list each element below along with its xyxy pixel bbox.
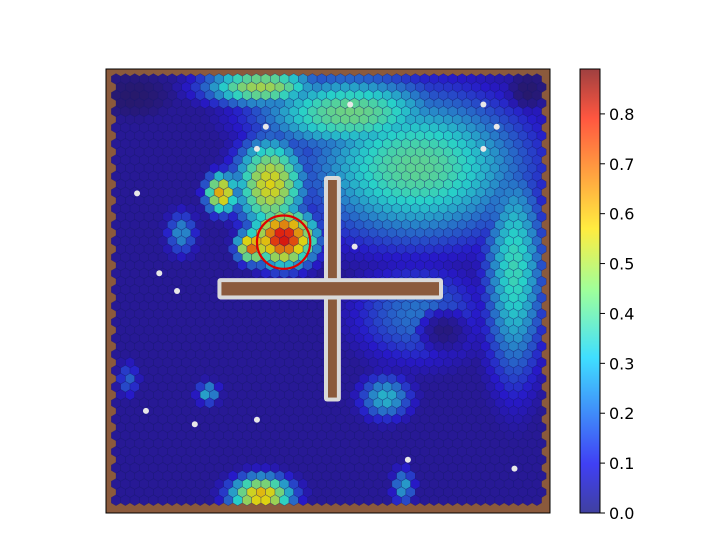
hex-cell [419, 494, 430, 506]
hex-cell [400, 494, 411, 506]
hex-cell [242, 494, 252, 506]
colorbar-ticks: 0.0 0.1 0.2 0.3 0.4 0.5 0.6 0.7 0.8 [600, 105, 634, 523]
white-dot [480, 101, 487, 108]
plot-frame [105, 68, 551, 514]
colorbar-tick-label: 0.0 [609, 504, 634, 523]
hex-cell [167, 494, 178, 506]
target-circle-marker [255, 214, 312, 270]
plot-area [105, 68, 551, 514]
hex-cell [344, 494, 355, 506]
hex-cell [522, 494, 533, 506]
colorbar: 0.0 0.1 0.2 0.3 0.4 0.5 0.6 0.7 0.8 [579, 68, 634, 523]
hex-cell [382, 494, 393, 506]
white-dot [511, 465, 518, 472]
hex-cell [139, 494, 149, 506]
hex-cell [213, 494, 224, 506]
hex-cell [148, 494, 159, 506]
hex-cell [372, 494, 383, 506]
hex-cell [391, 494, 402, 506]
hex-cell [176, 494, 187, 506]
white-dot [174, 288, 181, 294]
colorbar-tick-label: 0.5 [609, 255, 634, 274]
colorbar-tick-label: 0.2 [609, 404, 634, 423]
white-dot [191, 421, 198, 428]
hex-cell [279, 494, 290, 506]
white-dot [253, 416, 260, 423]
hex-cell [494, 494, 505, 506]
hex-cell [129, 494, 140, 506]
hex-cell [363, 494, 374, 506]
white-dots [134, 101, 518, 472]
hex-cell [428, 494, 440, 506]
hex-cell [223, 494, 234, 506]
white-dot [156, 270, 163, 277]
hex-cell [260, 494, 271, 506]
colorbar-frame [579, 68, 601, 514]
hex-cell [111, 494, 121, 506]
hex-cell [475, 494, 486, 506]
white-dot [404, 456, 411, 463]
hex-cell [185, 494, 196, 506]
horizontal-bar [221, 282, 439, 296]
white-dot [347, 101, 354, 108]
hex-cell [513, 494, 524, 506]
hex-cell [410, 494, 421, 506]
hex-cell [195, 494, 206, 506]
hex-cell [298, 494, 309, 506]
colorbar-tick-label: 0.3 [609, 354, 634, 373]
hex-cell [531, 494, 542, 506]
white-dot [262, 123, 269, 130]
white-dot [480, 145, 487, 152]
hex-cell [251, 494, 262, 506]
hex-cell [288, 494, 299, 506]
white-dot [134, 190, 141, 197]
hex-cell [485, 494, 496, 506]
colorbar-tick-label: 0.1 [609, 454, 634, 473]
hex-cell [204, 494, 215, 506]
colorbar-tick-label: 0.4 [609, 304, 634, 323]
hex-cell [354, 494, 365, 506]
hex-cell [157, 494, 168, 506]
white-dot [142, 407, 149, 414]
white-dot [493, 123, 500, 130]
hex-cell [503, 494, 514, 506]
hex-cell [466, 494, 477, 506]
hex-cell [326, 494, 337, 506]
colorbar-tick-label: 0.8 [609, 105, 634, 124]
hex-cell [120, 494, 131, 506]
hex-cell [457, 494, 468, 506]
colorbar-tick-label: 0.7 [609, 155, 634, 174]
hex-cell [447, 494, 458, 506]
hex-cell [307, 494, 318, 506]
obstacles [217, 176, 443, 402]
hex-cell [335, 494, 346, 506]
hex-cell [232, 494, 243, 506]
colorbar-gradient [580, 69, 600, 513]
hex-cell [316, 494, 327, 506]
colorbar-tick-label: 0.6 [609, 205, 634, 224]
white-dot [351, 243, 358, 250]
hex-cell [269, 494, 281, 506]
hex-cell [438, 494, 449, 506]
white-dot [253, 145, 260, 152]
